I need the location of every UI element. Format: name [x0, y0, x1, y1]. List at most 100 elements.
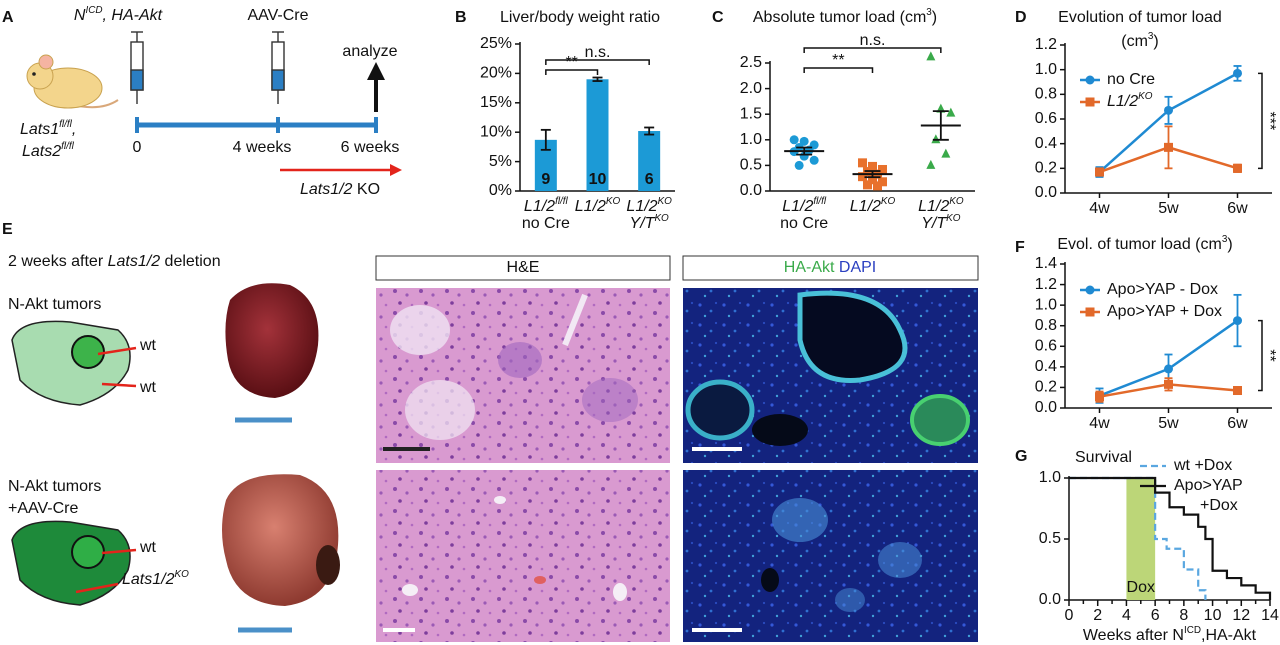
y-tick-label: 0.5	[1039, 530, 1061, 547]
genotype-label: Lats2fl/fl	[22, 141, 75, 160]
text-span: )	[1153, 33, 1158, 50]
x-tick-label: 5w	[1158, 415, 1179, 432]
marker	[1164, 142, 1173, 152]
significance-bracket	[1258, 319, 1263, 392]
text-span: KO	[606, 196, 621, 207]
text-span: )	[932, 9, 937, 26]
timepoint-label: 6 weeks	[341, 139, 400, 156]
panel-label: C	[712, 9, 724, 26]
marker	[809, 155, 819, 165]
shade	[1126, 478, 1156, 600]
tumor	[71, 535, 105, 569]
he-image	[376, 288, 670, 463]
x-tick-label: no Cre	[780, 215, 828, 232]
analyze-label: analyze	[342, 43, 397, 60]
text-span: L1/2	[626, 198, 657, 215]
arrow-head	[390, 164, 402, 176]
x-tick-label: 10	[1204, 607, 1222, 624]
timeline-ticks	[135, 117, 378, 133]
x-tick-label: 6w	[1227, 415, 1248, 432]
text-span: )	[1227, 236, 1232, 253]
y-tick-label: 1.2	[1035, 36, 1057, 53]
x-tick-label: 6	[1151, 607, 1160, 624]
y-tick-label: 1.4	[1035, 255, 1057, 272]
marker	[799, 136, 809, 146]
x-tick-label: 4w	[1089, 415, 1110, 432]
text-span: L1/2	[524, 198, 555, 215]
marker	[1233, 68, 1242, 78]
significance-label: n.s.	[860, 32, 886, 49]
pointer-arrows	[75, 346, 137, 594]
error-bar	[864, 170, 881, 179]
marker	[1095, 392, 1104, 402]
y-tick-label: 1.0	[1035, 61, 1057, 78]
x-tick-label: L1/2KO	[918, 196, 964, 215]
significance-label: **	[1261, 349, 1278, 361]
y-tick-label: 5%	[489, 153, 512, 170]
text-span: fl/fl	[59, 119, 72, 130]
marker	[1233, 316, 1242, 326]
marker	[789, 135, 799, 145]
liver-diagram	[11, 320, 131, 406]
survival-curve	[1069, 476, 1272, 600]
marker	[926, 51, 936, 61]
text-span: fl/fl	[555, 196, 568, 207]
tumor	[71, 335, 105, 369]
liver-photo	[222, 474, 339, 606]
text-span: 3	[1148, 31, 1154, 42]
text-span: KO	[654, 213, 669, 224]
significance-label: n.s.	[585, 44, 611, 61]
text-span: , HA-Akt	[103, 7, 163, 24]
text-span: KO	[881, 196, 896, 207]
text-span: KO	[946, 213, 961, 224]
genotype-label: Lats1fl/fl,	[20, 119, 76, 138]
column-label: H&E	[507, 259, 540, 276]
text-span: 3	[1222, 234, 1228, 245]
y-tick-label: 1.2	[1035, 276, 1057, 293]
y-tick-label: 0.0	[740, 182, 762, 199]
significance-label: **	[832, 52, 844, 69]
text-span: Lats1/2	[300, 181, 353, 198]
text-span: KO	[1138, 91, 1153, 102]
y-tick-label: 1.0	[1035, 296, 1057, 313]
text-span: DAPI	[839, 259, 876, 276]
text-span: Y/T	[630, 215, 656, 232]
marker	[926, 159, 936, 169]
legend-label: Apo>YAP + Dox	[1107, 303, 1222, 320]
marker	[1085, 307, 1095, 317]
panel-label: G	[1015, 448, 1027, 465]
bar	[638, 131, 661, 191]
marker	[941, 148, 951, 158]
marker	[1233, 386, 1242, 396]
x-tick-label: 4w	[1089, 200, 1110, 217]
marker	[1095, 167, 1104, 177]
chart-title: Evol. of tumor load (cm3)	[1057, 234, 1232, 253]
error-bar	[932, 110, 949, 141]
injection-label: NICD, HA-Akt	[74, 5, 163, 24]
fluorescence-image	[683, 470, 978, 642]
text-span: Lats1/2	[108, 253, 161, 270]
panel-label: D	[1015, 9, 1027, 26]
timepoint-label: 4 weeks	[233, 139, 292, 156]
legend-label: +Dox	[1200, 497, 1238, 514]
text-span: HA-Akt	[784, 259, 839, 276]
x-tick-label: 8	[1179, 607, 1188, 624]
marker	[1164, 105, 1173, 115]
x-tick-label: 14	[1261, 607, 1279, 624]
fluorescence-image	[683, 288, 978, 463]
y-tick-label: 0%	[489, 182, 512, 199]
injection-label: AAV-Cre	[247, 7, 308, 24]
text-span: ,HA-Akt	[1201, 627, 1257, 644]
bar	[534, 139, 557, 191]
text-span: Lats2	[22, 143, 61, 160]
legend-label: Apo>YAP - Dox	[1107, 281, 1218, 298]
timepoint-label: 0	[133, 139, 142, 156]
marker	[1085, 75, 1095, 85]
mouse	[26, 54, 119, 109]
x-tick-label: L1/2fl/fl	[782, 196, 827, 215]
y-tick-label: 1.0	[740, 131, 762, 148]
text-span: KO	[658, 196, 673, 207]
text-span: L1/2	[1107, 93, 1138, 110]
marker	[863, 180, 872, 190]
chart-title: Evolution of tumor load	[1058, 9, 1222, 26]
